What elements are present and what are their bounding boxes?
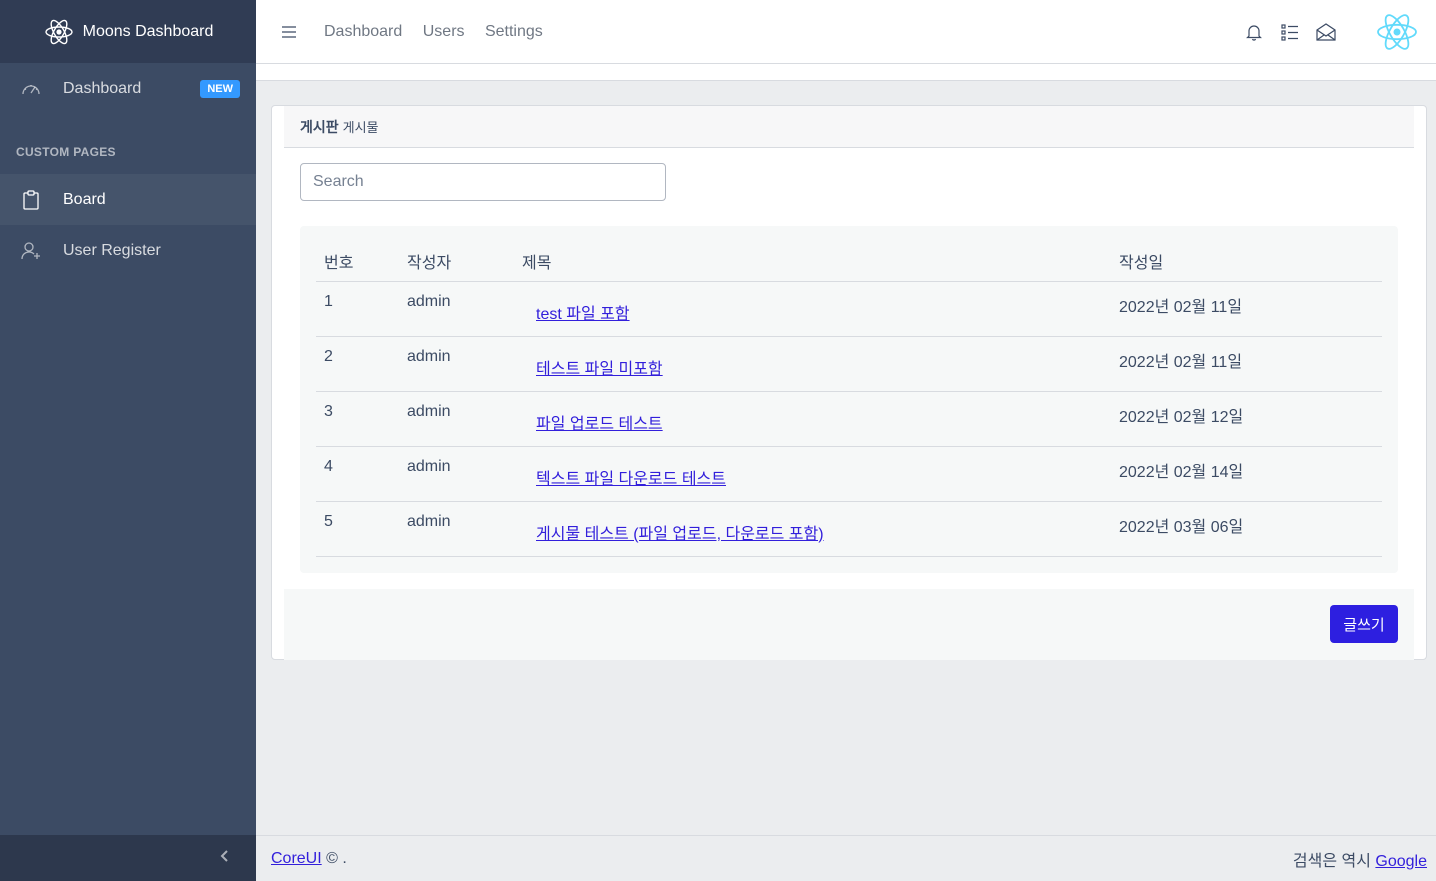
cell-title: 게시물 테스트 (파일 업로드, 다운로드 포함) [514,501,1111,557]
sidebar-item-user-register[interactable]: User Register [0,225,256,276]
write-button[interactable]: 글쓰기 [1330,605,1398,643]
cell-date: 2022년 02월 11일 [1111,281,1382,337]
list-icon[interactable] [1280,22,1300,42]
post-link[interactable]: 테스트 파일 미포함 [536,360,663,378]
cell-no: 3 [316,391,399,447]
cell-date: 2022년 03월 06일 [1111,501,1382,557]
cell-author: admin [399,281,514,337]
google-link[interactable]: Google [1375,852,1427,870]
board-table: 번호 작성자 제목 작성일 1 admin test 파일 포함 2022년 0… [316,242,1382,557]
cell-no: 2 [316,336,399,392]
cell-date: 2022년 02월 11일 [1111,336,1382,392]
clipboard-icon [20,189,42,211]
copyright-text: © . [326,849,347,867]
table-row: 3 admin 파일 업로드 테스트 2022년 02월 12일 [316,391,1382,447]
post-link[interactable]: 텍스트 파일 다운로드 테스트 [536,470,726,488]
table-header-row: 번호 작성자 제목 작성일 [316,242,1382,282]
cell-title: 파일 업로드 테스트 [514,391,1111,447]
cell-title: 텍스트 파일 다운로드 테스트 [514,446,1111,502]
cell-author: admin [399,391,514,447]
new-badge: NEW [200,80,240,98]
card-header: 게시판 게시물 [284,106,1414,148]
search-input[interactable] [300,163,666,201]
column-header-author: 작성자 [399,242,514,282]
cell-author: admin [399,446,514,502]
header-nav: Dashboard Users Settings [320,23,555,41]
sidebar-toggler[interactable] [0,835,256,881]
hamburger-icon[interactable] [281,25,307,39]
cell-no: 4 [316,446,399,502]
cell-date: 2022년 02월 14일 [1111,446,1382,502]
bell-icon[interactable] [1244,22,1264,42]
table-row: 5 admin 게시물 테스트 (파일 업로드, 다운로드 포함) 2022년 … [316,501,1382,557]
column-header-date: 작성일 [1111,242,1382,282]
envelope-open-icon[interactable] [1316,22,1336,42]
card-footer: 글쓰기 [284,589,1414,660]
card-title: 게시판 [300,118,339,135]
cell-author: admin [399,336,514,392]
table-row: 1 admin test 파일 포함 2022년 02월 11일 [316,281,1382,337]
sidebar-item-label: Board [63,190,106,208]
footer-left: CoreUI © . [271,850,347,868]
coreui-link[interactable]: CoreUI [271,849,322,867]
subheader [256,64,1436,81]
cell-author: admin [399,501,514,557]
footer-right: 검색은 역시 Google [1293,847,1427,871]
user-plus-icon [20,240,42,262]
sidebar-item-label: Dashboard [63,80,142,97]
header-nav-users[interactable]: Users [422,22,465,40]
header-nav-settings[interactable]: Settings [484,22,543,40]
react-logo-icon [43,16,75,48]
cell-date: 2022년 02월 12일 [1111,391,1382,447]
post-link[interactable]: 파일 업로드 테스트 [536,415,663,433]
post-link[interactable]: test 파일 포함 [536,305,630,323]
footer: CoreUI © . 검색은 역시 Google [256,835,1436,881]
table-row: 2 admin 테스트 파일 미포함 2022년 02월 11일 [316,336,1382,392]
post-link[interactable]: 게시물 테스트 (파일 업로드, 다운로드 포함) [536,525,824,543]
brand[interactable]: Moons Dashboard [0,0,256,63]
table-row: 4 admin 텍스트 파일 다운로드 테스트 2022년 02월 14일 [316,446,1382,502]
sidebar: Moons Dashboard Dashboard NEW CUSTOM PAG… [0,0,256,881]
brand-title: Moons Dashboard [82,22,214,40]
chevron-left-icon [220,849,230,868]
footer-right-text: 검색은 역시 [1292,852,1371,870]
column-header-title: 제목 [514,242,1111,282]
sidebar-section-title: CUSTOM PAGES [16,145,116,159]
sidebar-item-label: User Register [63,241,161,259]
header-actions [1228,0,1418,63]
cell-title: 테스트 파일 미포함 [514,336,1111,392]
sidebar-item-board[interactable]: Board [0,174,256,225]
cell-title: test 파일 포함 [514,281,1111,337]
header-nav-dashboard[interactable]: Dashboard [324,22,403,40]
header: Dashboard Users Settings [256,0,1436,64]
sidebar-item-dashboard[interactable]: Dashboard NEW [0,63,256,115]
board-card: 게시판 게시물 번호 작성자 제목 작성일 1 admin test 파일 포 [271,105,1427,660]
speedometer-icon [20,78,42,100]
table-container: 번호 작성자 제목 작성일 1 admin test 파일 포함 2022년 0… [300,226,1398,573]
column-header-no: 번호 [316,242,399,282]
card-subtitle: 게시물 [342,120,379,135]
cell-no: 5 [316,501,399,557]
cell-no: 1 [316,281,399,337]
avatar[interactable] [1376,11,1418,53]
